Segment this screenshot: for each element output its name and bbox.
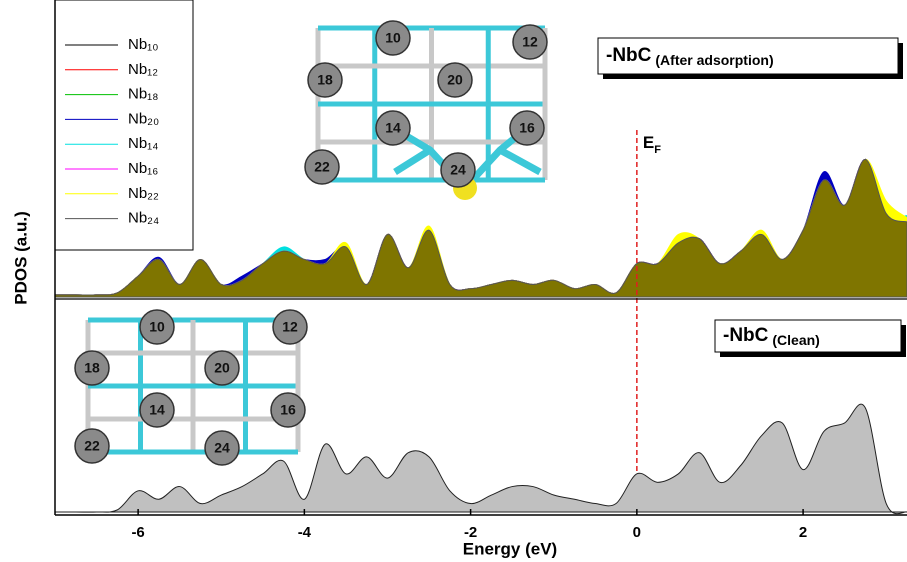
legend-label: Nb₂₂: [128, 185, 159, 202]
legend-label: Nb₁₈: [128, 86, 158, 103]
legend-label: Nb₁₀: [128, 36, 158, 53]
atom-label: 22: [84, 438, 100, 454]
atom-label: 12: [522, 34, 538, 50]
atom-label: 24: [214, 440, 230, 456]
fermi-sub: F: [654, 144, 661, 156]
structure: 10 12 18 20 14 16 22 24: [305, 21, 547, 200]
x-tick-label: 0: [633, 524, 641, 541]
atom-label: 22: [314, 159, 330, 175]
structure: 10 12 18 20 14 16 22 24: [75, 310, 307, 465]
x-tick-label: -2: [464, 524, 477, 541]
legend-box: [55, 0, 193, 250]
legend-label: Nb₂₀: [128, 110, 159, 127]
atom-label: 18: [317, 72, 333, 88]
atom-label: 16: [280, 402, 296, 418]
atom-label: 10: [149, 319, 165, 335]
annotation-sub: (After adsorption): [655, 52, 773, 68]
atom-label: 16: [519, 120, 535, 136]
atom-label: 20: [447, 72, 463, 88]
x-tick-label: -4: [298, 524, 312, 541]
legend-label: Nb₁₄: [128, 135, 158, 152]
chart: PDOS (a.u.) Energy (eV) -NbC(After adsor…: [0, 0, 907, 562]
annotation-sub: (Clean): [772, 332, 819, 348]
x-axis-label: Energy (eV): [463, 539, 557, 558]
atom-label: 14: [149, 402, 165, 418]
atom-label: 20: [214, 360, 230, 376]
legend-label: Nb₁₆: [128, 160, 158, 177]
fermi-label: EF: [643, 133, 661, 155]
atom-label: 10: [385, 30, 401, 46]
atom-label: 14: [385, 120, 401, 136]
x-tick-label: 2: [799, 524, 807, 541]
annotation-main: -NbC: [606, 45, 652, 66]
atom-label: 18: [84, 360, 100, 376]
atom-label: 12: [282, 319, 298, 335]
x-tick-label: -6: [131, 524, 144, 541]
annotation-main: -NbC: [723, 325, 769, 346]
legend-label: Nb₁₂: [128, 61, 158, 78]
legend-label: Nb₂₄: [128, 210, 159, 227]
y-axis-label: PDOS (a.u.): [11, 211, 30, 305]
fermi-main: E: [643, 133, 654, 152]
atom-label: 24: [450, 162, 466, 178]
